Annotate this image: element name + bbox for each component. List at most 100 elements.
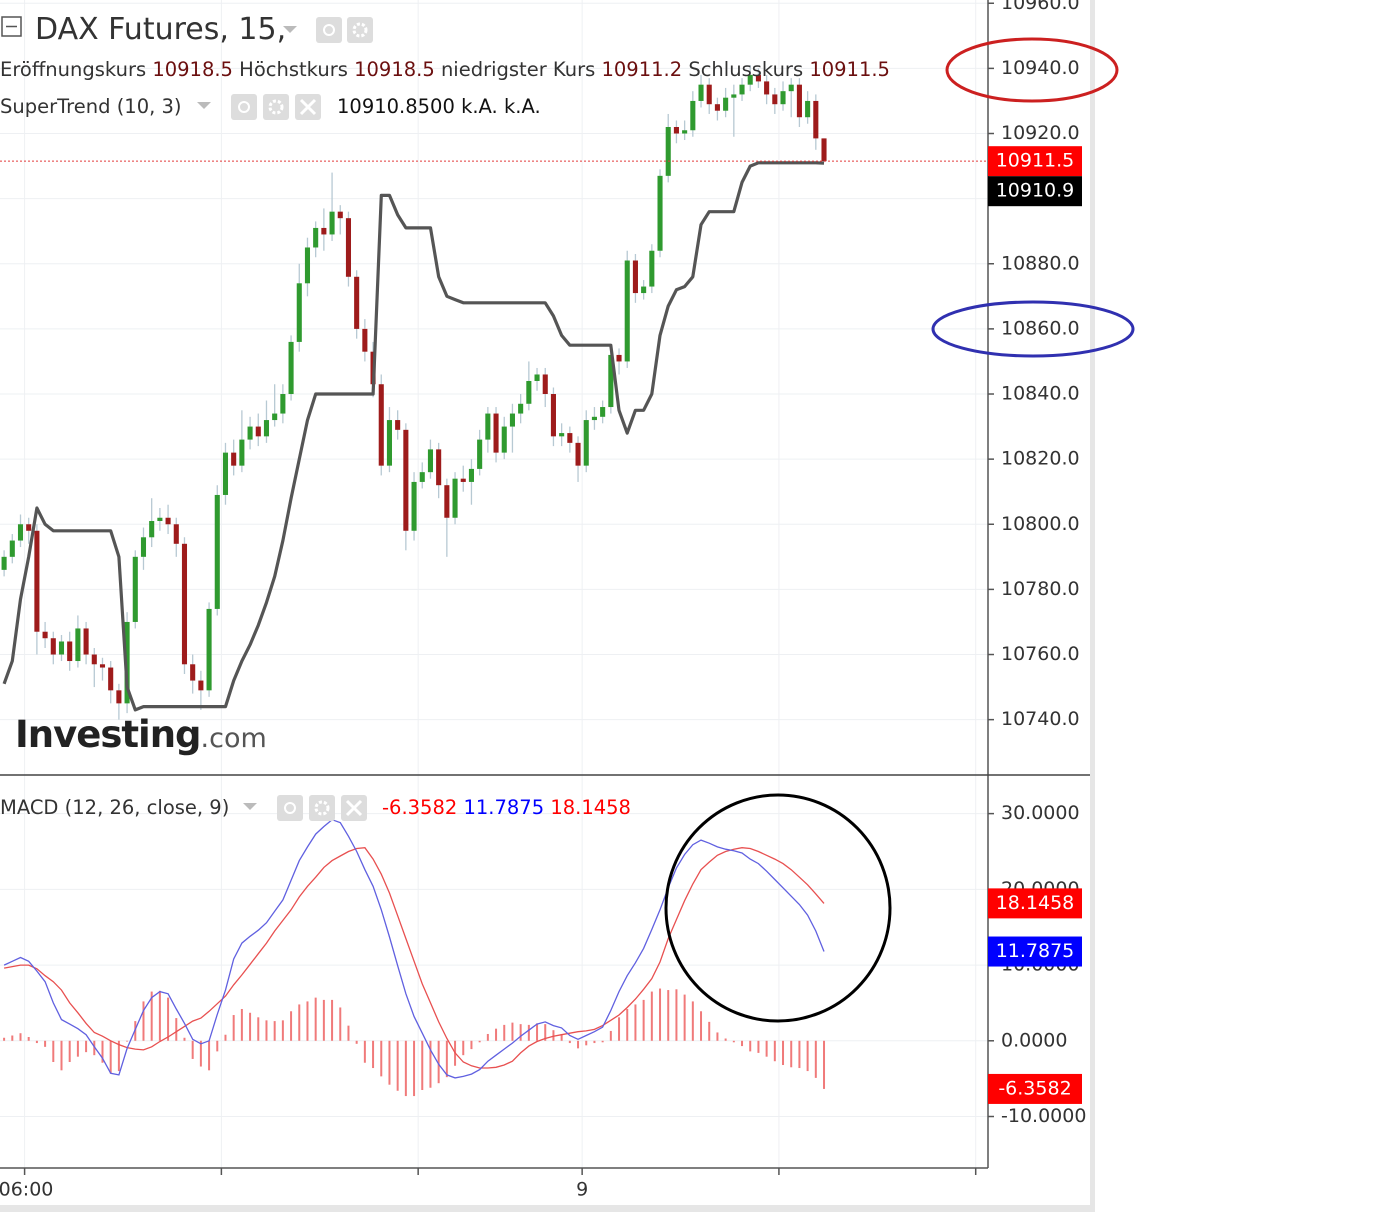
na-value: k.A. [504,95,541,118]
candle-body [165,517,171,525]
candle-body [550,394,556,437]
price-tag-label: -6.3582 [998,1077,1071,1099]
candle-body [485,413,491,440]
annotation-ellipse [945,37,1119,103]
candle-body [436,449,442,486]
dropdown-caret[interactable] [197,102,211,109]
candle-body [206,608,212,691]
candle-body [345,218,352,277]
candle-body [714,104,720,111]
candle-body [280,394,286,414]
gear-glyph [314,800,330,816]
signal-line [3,847,825,1069]
candle-body [304,247,311,284]
candle-body [559,433,565,437]
watermark: Investing.com [15,713,267,756]
annotation-circle [664,793,892,1023]
candle-body [444,485,450,518]
candle-body [772,94,778,105]
candle-body [608,354,614,408]
price-tag [988,936,1082,967]
candle-body [600,407,606,417]
candle-body [739,84,745,95]
candle-body [788,84,794,92]
y-tick-label: 10940.0 [1001,57,1080,79]
candle-body [149,521,155,538]
settings-icon[interactable] [347,17,373,43]
macd-value: 11.7875 [463,796,544,819]
candle-body [17,524,24,541]
candle-body [378,384,384,466]
grid [0,0,988,1168]
price-tag [988,146,1082,177]
price-tag [988,176,1082,207]
dropdown-caret[interactable] [243,803,257,810]
candle-body [657,175,663,251]
na-value: k.A. [461,95,498,118]
y-tick-label: 10800.0 [1001,513,1080,535]
price-tag-label: 11.7875 [996,940,1075,962]
candle-body [641,286,647,294]
visibility-icon[interactable] [316,17,342,43]
ohlc-value: 10918.5 [152,58,233,81]
candle-body [764,81,770,95]
y-tick-label: 10820.0 [1001,448,1080,470]
ohlc-value: 10911.5 [809,58,890,81]
candle-body [755,74,761,82]
candle-body [477,439,483,469]
candle-body [632,260,638,294]
candle-body [91,654,97,665]
candle-body [386,420,393,466]
candle-body [157,517,163,522]
y-tick-label: 10960.0 [1001,0,1080,14]
settings-icon[interactable] [309,795,335,821]
candle-body [132,556,138,622]
candle-body [419,472,425,482]
y-tick-label: 10740.0 [1001,708,1080,730]
candle-body [624,260,630,362]
macd-values: -6.3582 11.7875 18.1458 [382,796,631,819]
candle-body [501,426,507,453]
candle-body [83,628,89,655]
eye-glyph [323,24,335,36]
candle-body [190,664,196,681]
y-tick-label: 30.0000 [1001,802,1080,824]
candle-body [329,211,335,235]
candle-body [673,126,679,134]
supertrend-value: 10910.8500 k.A. k.A. [337,95,541,118]
candle-body [288,341,294,395]
x-glyph [345,799,363,817]
macd-title: MACD (12, 26, close, 9) [0,796,229,819]
candle-body [682,130,688,134]
candle-body [813,100,819,139]
dropdown-caret[interactable] [283,26,297,33]
candle-body [173,524,179,544]
candle-body [42,631,48,639]
candle-body [460,478,466,482]
candle-body [50,638,56,655]
candle-body [534,374,540,381]
candle-body [362,328,368,352]
candle-body [26,524,32,531]
candle-body [411,481,417,531]
x-tick-label: 06:00 [0,1179,53,1201]
candle-body [575,442,581,466]
supertrend-label: SuperTrend (10, 3) [0,95,182,118]
visibility-icon[interactable] [231,94,257,120]
candle-body [706,84,712,105]
gear-glyph [268,99,284,115]
candle-body [75,628,81,662]
candle-body [140,537,147,557]
settings-icon[interactable] [263,94,289,120]
ohlc-label: Schlusskurs [688,58,803,81]
eye-glyph [238,101,250,113]
visibility-icon[interactable] [277,795,303,821]
macd-line [3,818,825,1079]
chart-title: DAX Futures, 15, [35,12,286,47]
candle-body [698,84,704,101]
y-tick-label: 10860.0 [1001,317,1080,339]
candle-body [231,452,237,466]
candle-body [583,420,589,466]
candle-body [296,283,302,342]
